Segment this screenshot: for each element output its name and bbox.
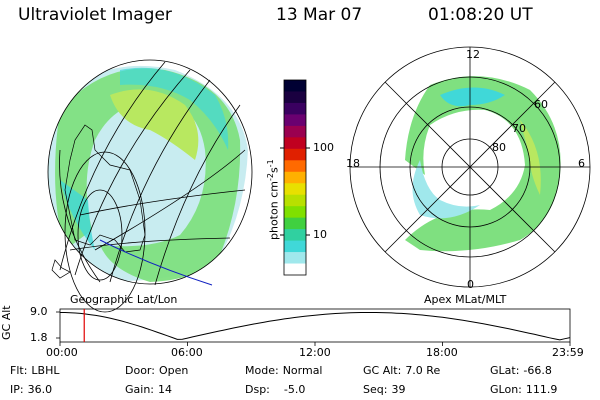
door-field: Door: Open <box>125 364 188 377</box>
seq-value: 39 <box>391 383 406 396</box>
time-label: 01:08:20 UT <box>428 5 533 25</box>
coastline <box>64 124 146 253</box>
lat-lon-grid <box>59 61 246 313</box>
timeline-axis-label: GC Alt <box>0 305 13 340</box>
colorbar-segment <box>284 91 306 104</box>
dsp-field: Dsp: -5.0 <box>245 383 305 396</box>
earth-limb <box>47 59 253 285</box>
colorbar-segment <box>284 148 306 161</box>
dsp-value: -5.0 <box>283 383 306 396</box>
mlt-label-0: 0 <box>467 278 474 291</box>
dsp-label: Dsp: <box>245 383 270 396</box>
instrument-title: Ultraviolet Imager <box>18 5 172 25</box>
mode-field: Mode: Normal <box>245 364 323 377</box>
lat-label-60: 60 <box>534 98 548 111</box>
colorbar-segment <box>284 171 306 184</box>
colorbar-segment <box>284 263 306 276</box>
gain-field: Gain: 14 <box>125 383 172 396</box>
colorbar-segment <box>284 252 306 265</box>
door-value: Open <box>158 364 189 377</box>
timeline-ytick-bottom: 1.8 <box>30 331 48 344</box>
auroral-bright-right <box>520 120 541 195</box>
glat-field: GLat: -66.8 <box>490 364 552 377</box>
seq-field: Seq: 39 <box>363 383 405 396</box>
timeline-tick-0: 00:00 <box>46 346 78 359</box>
lat-label-80: 80 <box>492 141 506 154</box>
gcalt-value: 7.0 Re <box>405 364 441 377</box>
date-label: 13 Mar 07 <box>276 5 363 25</box>
ip-value: 36.0 <box>27 383 53 396</box>
lat-label-70: 70 <box>512 122 526 135</box>
auroral-oval-right <box>405 76 561 252</box>
mlt-label-18: 18 <box>346 157 360 170</box>
colorbar-segment <box>284 183 306 196</box>
auroral-cyan-band <box>120 67 229 150</box>
auroral-cyan-right <box>440 87 505 107</box>
ip-label: IP: <box>10 383 24 396</box>
flt-label: Flt: <box>10 364 28 377</box>
gain-value: 14 <box>158 383 172 396</box>
flt-value: LBHL <box>31 364 60 377</box>
coastline-island <box>51 259 71 279</box>
glon-value: 111.9 <box>525 383 558 396</box>
colorbar-segment <box>284 206 306 219</box>
timeline-tick-1: 06:00 <box>171 346 203 359</box>
colorbar-segment <box>284 217 306 230</box>
mode-label: Mode: <box>245 364 279 377</box>
seq-label: Seq: <box>363 383 388 396</box>
altitude-curve <box>60 312 571 341</box>
auroral-pale-right <box>412 160 480 219</box>
glon-label: GLon: <box>490 383 522 396</box>
colorbar-segment <box>284 229 306 242</box>
colorbar-segment <box>284 240 306 253</box>
colorbar-segment <box>284 80 306 92</box>
left-panel-caption: Geographic Lat/Lon <box>70 293 178 306</box>
auroral-oval-left <box>55 68 241 282</box>
door-label: Door: <box>125 364 155 377</box>
flt-field: Flt: LBHL <box>10 364 59 377</box>
mlt-label-12: 12 <box>466 48 480 61</box>
timeline-ytick-top: 9.0 <box>30 305 48 318</box>
colorbar-segment <box>284 160 306 173</box>
colorbar-segment <box>284 102 306 115</box>
timeline-tick-2: 12:00 <box>299 346 331 359</box>
mlt-label-6: 6 <box>578 157 585 170</box>
glat-value: -66.8 <box>523 364 552 377</box>
timeline-tick-3: 18:00 <box>426 346 458 359</box>
colorbar-segment <box>284 114 306 127</box>
glat-label: GLat: <box>490 364 520 377</box>
gcalt-label: GC Alt: <box>363 364 402 377</box>
right-panel-caption: Apex MLat/MLT <box>424 293 507 306</box>
mode-value: Normal <box>282 364 323 377</box>
ip-field: IP: 36.0 <box>10 383 52 396</box>
colorbar-segment <box>284 125 306 138</box>
timeline-tick-4: 23:59 <box>552 346 584 359</box>
colorbar-tick-100: 100 <box>313 141 334 154</box>
auroral-bright-patch <box>110 89 199 160</box>
footprint-line <box>99 239 213 286</box>
gcalt-field: GC Alt: 7.0 Re <box>363 364 440 377</box>
colorbar-tick-10: 10 <box>313 228 327 241</box>
gain-label: Gain: <box>125 383 154 396</box>
colorbar-segment <box>284 194 306 207</box>
polar-grid <box>349 46 591 288</box>
glon-field: GLon: 111.9 <box>490 383 557 396</box>
colorbar-segment <box>284 137 306 150</box>
